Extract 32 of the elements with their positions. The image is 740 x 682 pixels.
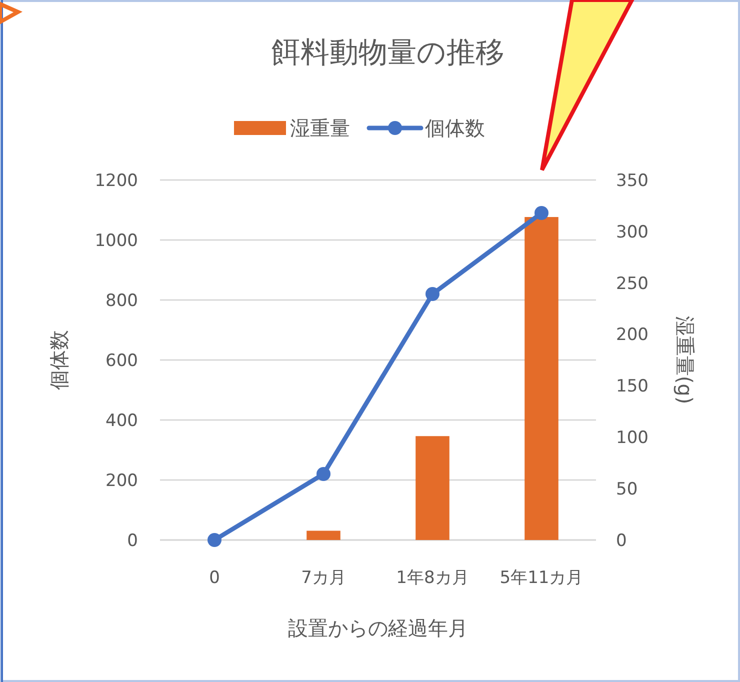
point xyxy=(534,206,548,220)
y2-tick-label: 250 xyxy=(616,274,648,294)
chart-title: 餌料動物量の推移 xyxy=(272,35,504,69)
y2-axis-title: 湿重量(g) xyxy=(673,316,697,404)
y-tick-label: 400 xyxy=(106,410,138,431)
y-tick-label: 600 xyxy=(106,350,138,371)
bar xyxy=(524,217,558,540)
y-tick-label: 0 xyxy=(127,530,138,551)
y-tick-label: 1200 xyxy=(94,170,138,191)
y-tick-label: 1000 xyxy=(94,230,138,251)
bar xyxy=(306,530,340,540)
x-axis-title: 設置からの経過年月 xyxy=(288,616,468,640)
legend-label: 湿重量 xyxy=(290,116,350,140)
bar xyxy=(416,436,450,540)
x-tick-label: 5年11カ月 xyxy=(500,568,584,588)
point xyxy=(316,467,330,481)
legend-label: 個体数 xyxy=(425,116,485,140)
y2-tick-label: 50 xyxy=(616,480,638,500)
y-axis-title: 個体数 xyxy=(47,330,71,390)
y2-tick-label: 100 xyxy=(616,428,648,448)
y-tick-label: 800 xyxy=(106,290,138,311)
x-tick-label: 0 xyxy=(209,568,220,588)
y-tick-label: 200 xyxy=(106,470,138,491)
y2-tick-label: 150 xyxy=(616,376,648,397)
y2-tick-label: 300 xyxy=(616,222,648,242)
point xyxy=(208,533,222,547)
y2-tick-label: 0 xyxy=(616,530,627,551)
point xyxy=(426,287,440,301)
y2-tick-label: 200 xyxy=(616,325,648,346)
y2-tick-label: 350 xyxy=(616,170,648,191)
x-tick-label: 1年8カ月 xyxy=(396,568,469,588)
x-tick-label: 7カ月 xyxy=(301,568,346,588)
